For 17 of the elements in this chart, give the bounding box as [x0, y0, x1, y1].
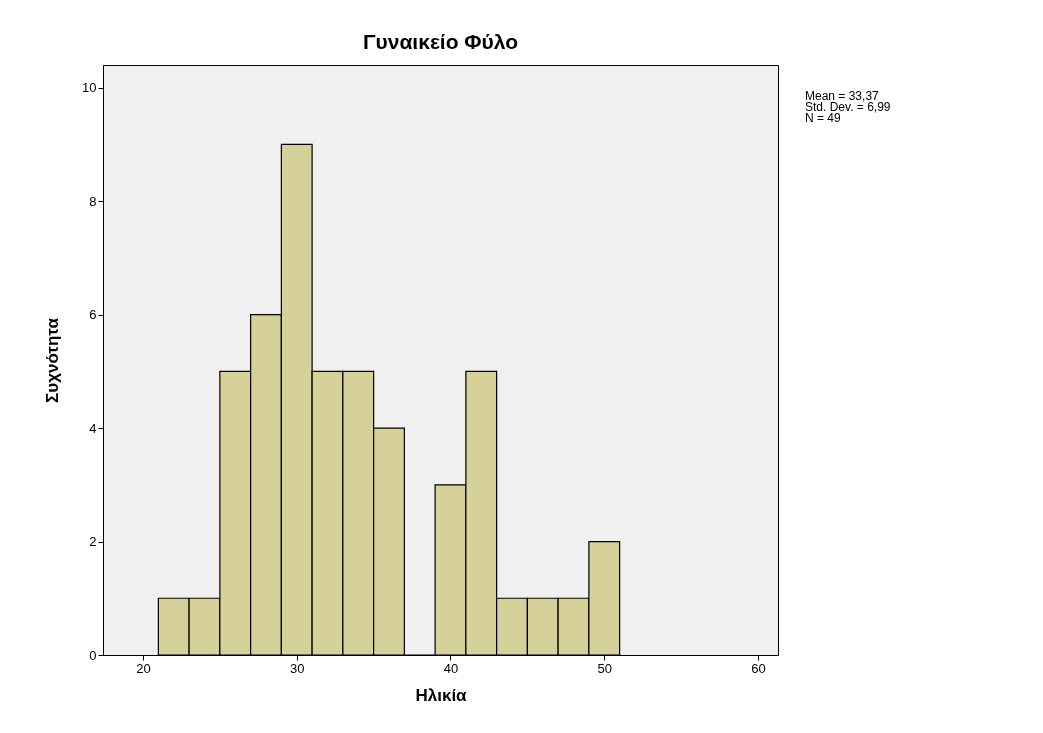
y-axis-title: Συχνότητα: [43, 317, 63, 403]
x-tick-label: 40: [443, 660, 459, 676]
y-tick-label: 8: [89, 193, 97, 209]
text: Std. Dev. = 6,99: [805, 100, 891, 114]
y-tick-label: 4: [89, 420, 97, 436]
x-tick-label: 60: [751, 660, 766, 676]
y-tick-label: 0: [89, 647, 97, 663]
x-axis-title: Ηλικία: [415, 685, 468, 705]
y-tick-label: 2: [89, 534, 97, 550]
text: N = 49: [805, 111, 842, 125]
text: Mean = 33,37: [805, 89, 880, 103]
x-tick-label: 20: [136, 660, 151, 676]
y-tick-label: 10: [82, 80, 97, 96]
chart-title: Γυναικείο Φύλο: [362, 30, 519, 53]
x-tick-label: 50: [597, 660, 612, 676]
y-tick-label: 6: [89, 307, 97, 323]
x-tick-label: 30: [290, 660, 305, 676]
